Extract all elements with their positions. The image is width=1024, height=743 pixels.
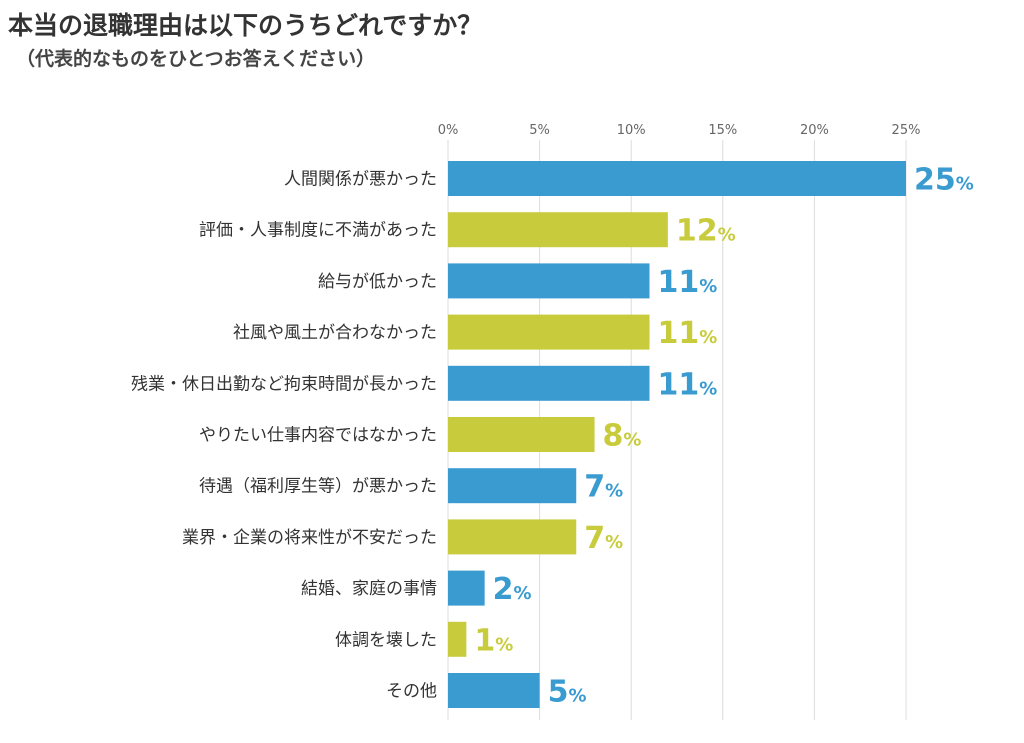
value-label: 5% [548,675,587,710]
bar [448,570,485,606]
value-unit: % [495,634,513,655]
value-label: 7% [584,470,623,505]
value-unit: % [568,686,586,707]
value-label: 1% [474,623,513,658]
x-tick-label: 0% [438,123,459,138]
bar [448,161,906,196]
x-tick-label: 15% [708,123,737,138]
value-label: 25% [914,163,974,198]
value-unit: % [605,481,623,502]
category-label: 給与が低かった [318,272,437,292]
chart-title: 本当の退職理由は以下のうちどれですか？ [8,11,483,40]
bar [448,365,650,401]
bar [448,621,467,657]
x-tick-label: 20% [800,123,829,138]
category-label: 社風や風土が合わなかった [233,323,437,343]
category-label: 評価・人事制度に不満があった [199,221,437,241]
bar [448,263,650,299]
bar [448,417,595,452]
category-label: 業界・企業の将来性が不安だった [182,528,437,548]
category-label: 待遇（福利厚生等）が悪かった [199,477,437,497]
value-unit: % [699,327,717,348]
bar [448,212,668,248]
category-label: 体調を壊した [335,630,437,650]
bar [448,519,577,555]
value-number: 11 [658,316,700,351]
value-number: 11 [658,367,700,402]
value-label: 12% [676,214,736,249]
value-label: 11% [658,316,718,351]
category-label: その他 [386,682,437,702]
bar [448,468,577,504]
value-label: 11% [658,367,718,402]
value-label: 7% [584,521,623,556]
value-label: 8% [603,419,642,454]
value-unit: % [514,583,532,604]
x-tick-label: 25% [892,123,921,138]
category-label: 人間関係が悪かった [284,170,437,190]
value-unit: % [718,225,736,246]
chart-subtitle: （代表的なものをひとつお答えください） [16,48,376,70]
value-unit: % [605,532,623,553]
category-label: やりたい仕事内容ではなかった [199,426,437,446]
category-label: 残業・休日出勤など拘束時間が長かった [131,374,437,394]
value-unit: % [623,430,641,451]
value-number: 12 [676,214,718,249]
value-number: 25 [914,163,956,198]
value-number: 7 [584,470,605,505]
bar [448,673,540,708]
value-number: 8 [603,419,624,454]
value-number: 1 [474,623,495,658]
value-number: 11 [658,265,700,300]
value-number: 7 [584,521,605,556]
value-label: 2% [493,572,532,607]
value-unit: % [699,378,717,399]
x-tick-label: 5% [529,123,550,138]
value-number: 5 [548,675,569,710]
value-unit: % [956,174,974,195]
value-unit: % [699,276,717,297]
value-number: 2 [493,572,514,607]
x-tick-label: 10% [617,123,646,138]
bar [448,314,650,350]
category-label: 結婚、家庭の事情 [301,579,437,599]
value-label: 11% [658,265,718,300]
